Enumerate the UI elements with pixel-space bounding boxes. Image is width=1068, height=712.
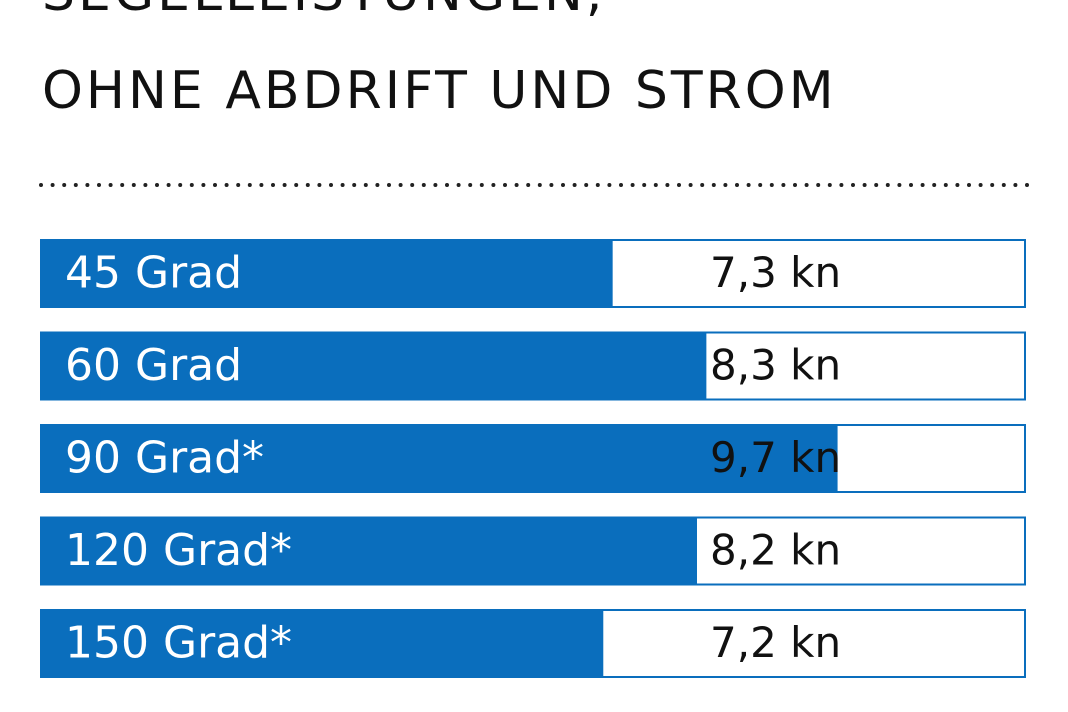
value-label: 7,2 kn — [710, 618, 841, 667]
bar — [41, 332, 707, 400]
category-label: 150 Grad* — [65, 618, 292, 669]
category-label: 120 Grad* — [65, 525, 292, 576]
bar — [41, 517, 697, 585]
bar — [41, 240, 613, 307]
category-label: 45 Grad — [65, 248, 242, 299]
value-label: 8,3 kn — [710, 341, 841, 390]
value-label: 9,7 kn — [710, 433, 841, 482]
bar — [41, 425, 838, 492]
bar — [41, 610, 604, 677]
value-label: 8,2 kn — [710, 526, 841, 575]
category-label: 90 Grad* — [65, 433, 264, 484]
chart-title: SEGELLEISTUNGEN, — [42, 0, 605, 23]
category-label: 60 Grad — [65, 340, 242, 391]
chart-subtitle: OHNE ABDRIFT UND STROM — [42, 61, 837, 121]
value-label: 7,3 kn — [710, 248, 841, 297]
